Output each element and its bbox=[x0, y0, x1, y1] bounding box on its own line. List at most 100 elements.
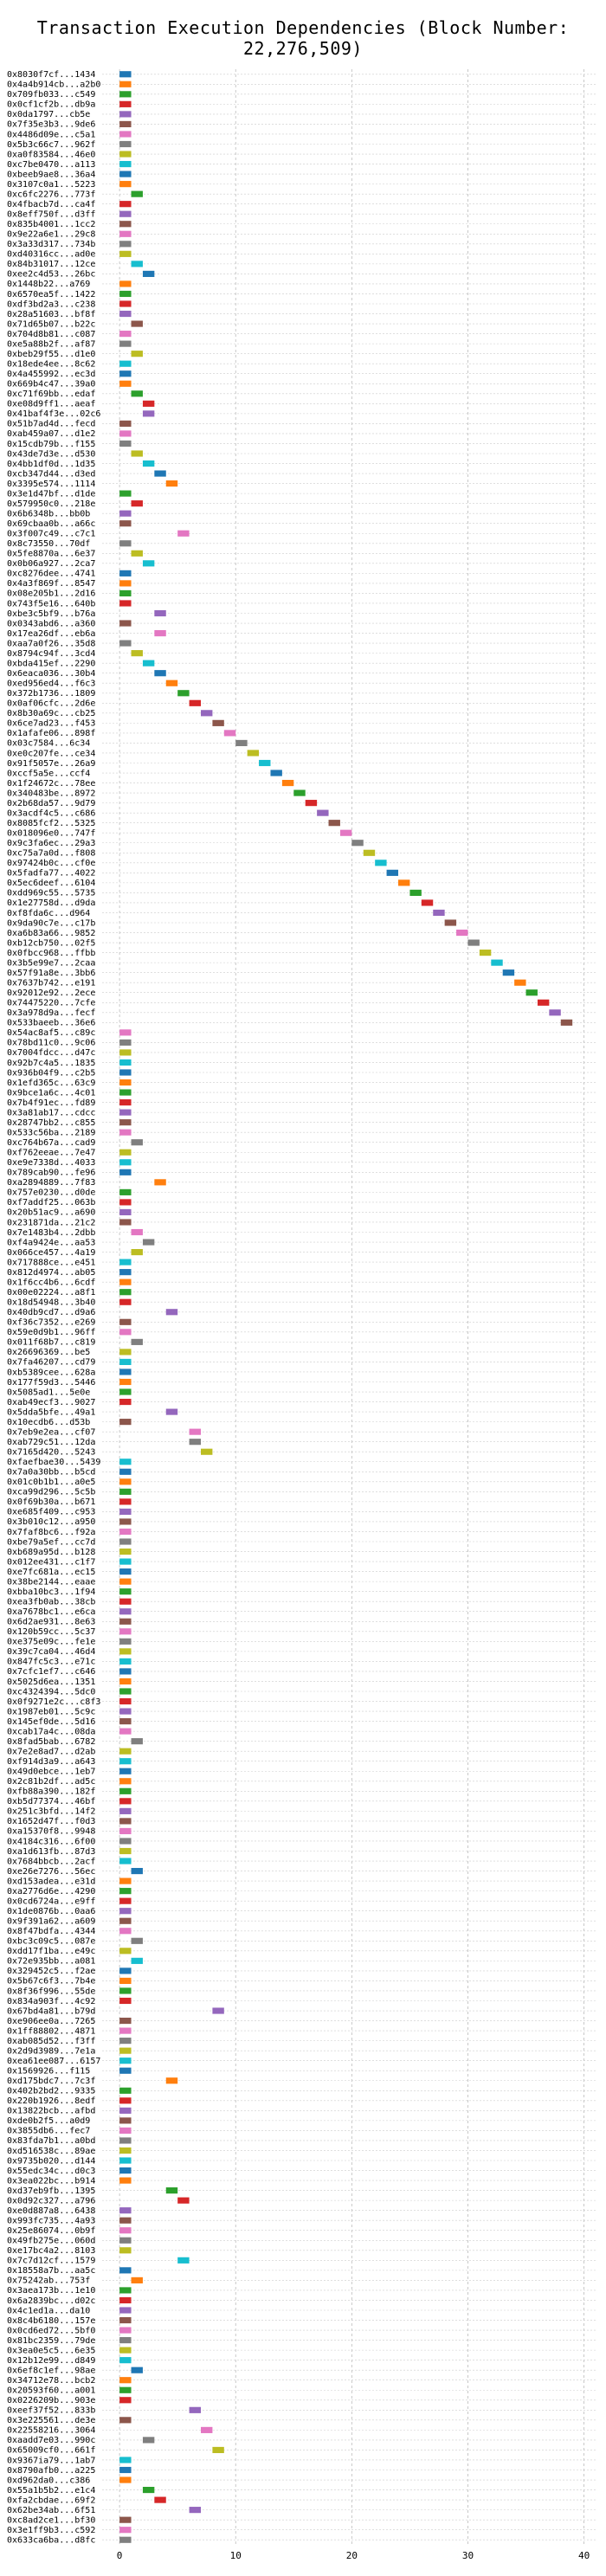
execution-bar bbox=[119, 1977, 132, 1985]
tx-hash-label: 0x18ede4ee...8c62 bbox=[7, 360, 95, 370]
execution-bar bbox=[119, 2307, 132, 2314]
tx-hash-label: 0x3f007c49...c7c1 bbox=[7, 530, 95, 539]
execution-bar bbox=[467, 939, 480, 946]
tx-hash-label: 0x28747bb2...c855 bbox=[7, 1118, 95, 1128]
tx-hash-label: 0x00e02224...a8f1 bbox=[7, 1288, 95, 1298]
execution-bar bbox=[119, 1628, 132, 1635]
tx-hash-label: 0xab729c51...12da bbox=[7, 1438, 95, 1447]
tx-hash-label: 0xbba10bc3...1f94 bbox=[7, 1587, 95, 1597]
execution-bar bbox=[119, 2038, 132, 2045]
tx-hash-label: 0xb5d77374...46bf bbox=[7, 1797, 95, 1806]
execution-bar bbox=[119, 290, 132, 298]
execution-bar bbox=[119, 1219, 132, 1226]
execution-bar bbox=[119, 1768, 132, 1774]
tx-hash-label: 0xe7fc681a...ec15 bbox=[7, 1568, 95, 1577]
tx-hash-label: 0x847fc5c3...e71c bbox=[7, 1658, 95, 1667]
execution-bar bbox=[119, 1697, 132, 1705]
tx-hash-label: 0x57f91a8e...3bb6 bbox=[7, 969, 95, 978]
grid-layer bbox=[102, 69, 596, 2545]
execution-bar bbox=[119, 2397, 132, 2404]
execution-bar bbox=[119, 2217, 132, 2224]
execution-bar bbox=[479, 950, 492, 956]
tx-hash-label: 0xc7be0470...a113 bbox=[7, 160, 95, 170]
tx-hash-label: 0x1ff88802...4871 bbox=[7, 2026, 95, 2036]
execution-bar bbox=[119, 131, 132, 138]
execution-bar bbox=[119, 1908, 132, 1915]
tx-hash-label: 0x717888ce...e451 bbox=[7, 1258, 95, 1267]
tx-hash-label: 0x01c0b1b1...a0e5 bbox=[7, 1478, 95, 1487]
execution-bar bbox=[119, 1298, 132, 1305]
tx-hash-label: 0x20593f60...a001 bbox=[7, 2386, 95, 2396]
tx-hash-label: 0x65009cf0...661f bbox=[7, 2446, 95, 2456]
execution-bar bbox=[142, 410, 155, 417]
execution-bar bbox=[119, 120, 132, 128]
tx-hash-label: 0x834a903f...4c92 bbox=[7, 1997, 95, 2006]
tx-hash-label: 0x5b67c6f3...7b4e bbox=[7, 1977, 95, 1987]
tx-hash-label: 0x220b1926...8edf bbox=[7, 2096, 95, 2106]
execution-bar bbox=[119, 2457, 132, 2463]
tx-hash-label: 0x8b30a69c...cb25 bbox=[7, 709, 95, 718]
tx-hash-label: 0x0f9271e2c...c8f3 bbox=[7, 1697, 100, 1707]
tx-hash-label: 0x5fe8870a...6e37 bbox=[7, 550, 95, 559]
execution-bar bbox=[119, 2117, 132, 2124]
chart-title: Transaction Execution Dependencies (Bloc… bbox=[36, 17, 570, 59]
tx-hash-label: 0x012ee431...c1f7 bbox=[7, 1557, 95, 1567]
tx-hash-label: 0x3b5e99e7...2caa bbox=[7, 958, 95, 968]
execution-bar bbox=[119, 1029, 132, 1036]
execution-bar bbox=[212, 2446, 224, 2454]
tx-hash-label: 0x8794c94f...3cd4 bbox=[7, 649, 95, 659]
execution-bar bbox=[142, 560, 155, 567]
execution-bar bbox=[165, 2187, 178, 2194]
execution-bar bbox=[119, 151, 132, 158]
tx-hash-label: 0x533baeeb...36e6 bbox=[7, 1019, 95, 1028]
tx-hash-label: 0x5b3c66c7...962f bbox=[7, 140, 95, 150]
execution-bar bbox=[119, 2147, 132, 2154]
tx-hash-label: 0x7eb9e2ea...cf07 bbox=[7, 1427, 95, 1437]
execution-bar bbox=[409, 889, 422, 896]
execution-bar bbox=[119, 2017, 132, 2025]
tx-hash-label: 0x9f391a62...a609 bbox=[7, 1917, 95, 1927]
tx-hash-label: 0x12b12e99...d849 bbox=[7, 2356, 95, 2366]
execution-bar bbox=[154, 670, 166, 677]
execution-bar bbox=[119, 1129, 132, 1136]
tx-hash-label: 0x0af06cfc...2d6e bbox=[7, 699, 95, 709]
tx-hash-label: 0x91f5057e...26a9 bbox=[7, 759, 95, 769]
execution-bar bbox=[119, 2087, 132, 2094]
tx-hash-label: 0xc764b67a...cad9 bbox=[7, 1138, 95, 1148]
tx-hash-label: 0xbeb29f55...d1e0 bbox=[7, 350, 95, 359]
tx-hash-label: 0x1efd365c...63c9 bbox=[7, 1079, 95, 1088]
execution-bar bbox=[119, 2337, 132, 2344]
execution-bar bbox=[119, 1838, 132, 1845]
tx-hash-label: 0x633ca6ba...d8fc bbox=[7, 2536, 95, 2546]
tx-hash-label: 0x1de0876b...0aa6 bbox=[7, 1907, 95, 1916]
execution-bar bbox=[317, 809, 329, 816]
tx-hash-label: 0x3e225561...de3e bbox=[7, 2416, 95, 2425]
x-tick-labels: 0 10 20 30 40 bbox=[117, 2550, 590, 2561]
tx-hash-label: 0x0da1797...cb5e bbox=[7, 110, 90, 119]
tx-hash-label: 0xb5389cee...628a bbox=[7, 1368, 95, 1377]
execution-bar bbox=[189, 699, 201, 706]
tx-hash-label: 0x6d2ae931...8e63 bbox=[7, 1618, 95, 1627]
tx-hash-label: 0xa7678bc1...e6ca bbox=[7, 1607, 95, 1617]
execution-bar bbox=[119, 1678, 132, 1685]
execution-bar bbox=[119, 1877, 132, 1884]
tx-hash-label: 0x25e86074...0b9f bbox=[7, 2226, 95, 2236]
execution-bar bbox=[119, 1578, 132, 1585]
tx-hash-label: 0x8f47bdfa...4344 bbox=[7, 1927, 95, 1936]
x-tick-label: 40 bbox=[578, 2550, 590, 2561]
execution-bar bbox=[119, 1758, 132, 1765]
execution-bar bbox=[119, 201, 132, 208]
tx-hash-label: 0x6b6348b...bb0b bbox=[7, 509, 90, 518]
execution-bar bbox=[119, 1039, 132, 1046]
execution-bar bbox=[119, 1199, 132, 1206]
tx-hash-label: 0x67bd4a81...b79d bbox=[7, 2006, 95, 2016]
execution-bar bbox=[119, 1538, 132, 1545]
execution-bar bbox=[119, 360, 132, 367]
tx-hash-label: 0x3e1ff9b3...c592 bbox=[7, 2526, 95, 2535]
execution-bar bbox=[131, 1957, 143, 1964]
execution-bar bbox=[142, 660, 155, 667]
tx-hash-label: 0x20b51ac9...a690 bbox=[7, 1208, 95, 1218]
execution-bar bbox=[131, 500, 143, 507]
execution-bar bbox=[177, 2257, 190, 2264]
tx-hash-label: 0x41baf4f3e...02c6 bbox=[7, 409, 100, 419]
